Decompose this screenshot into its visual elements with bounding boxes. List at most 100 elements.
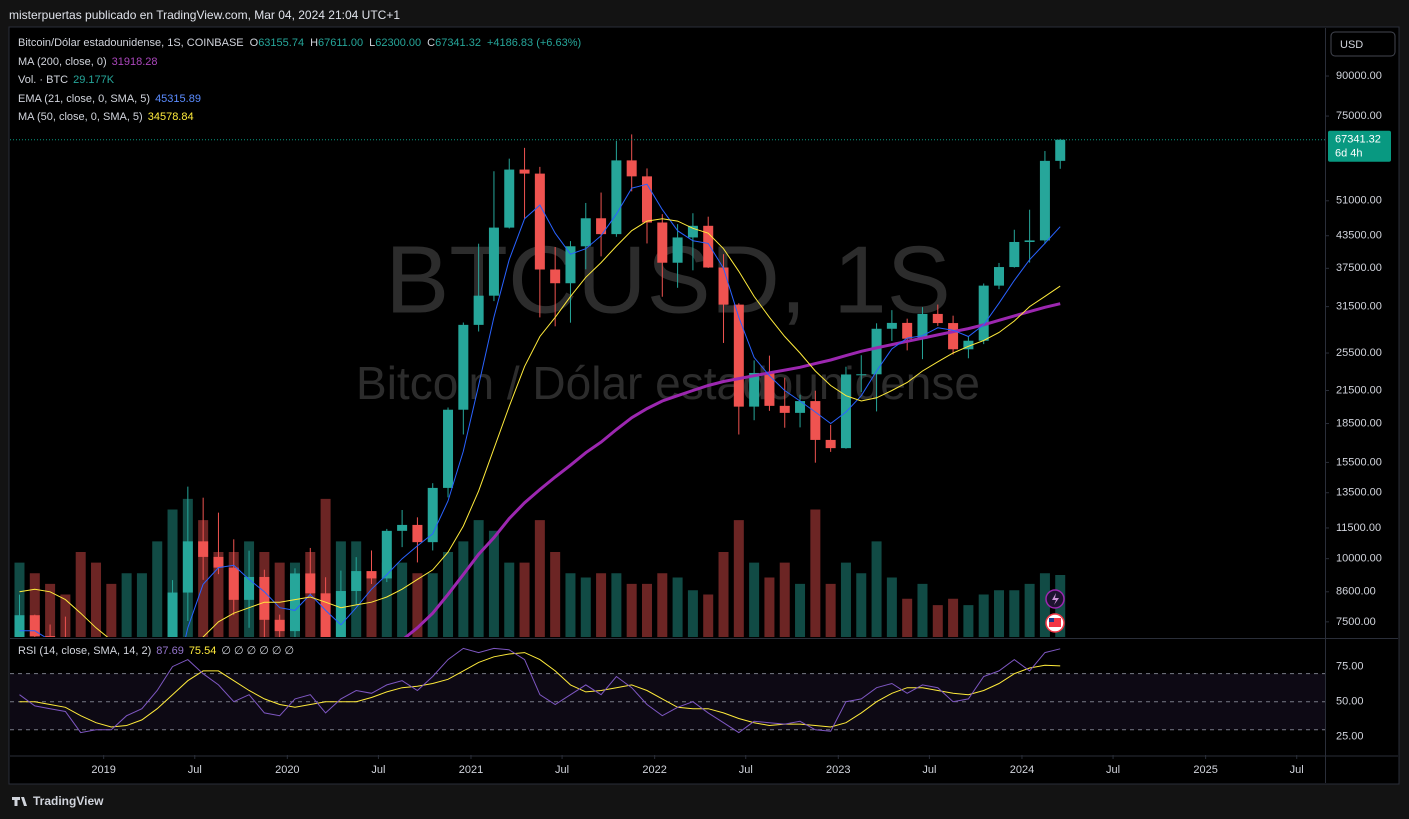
candle-body	[1024, 240, 1035, 242]
ohlc-key: L	[369, 37, 376, 49]
volume-bar	[488, 530, 499, 637]
y-tick-label: 31500.00	[1336, 301, 1382, 313]
volume-bar	[381, 562, 392, 637]
candle-body	[1039, 160, 1050, 241]
candle-body	[228, 567, 239, 600]
x-tick-label: 2025	[1193, 764, 1217, 776]
lightning-glyph	[1052, 593, 1059, 605]
volume-bar	[641, 583, 652, 637]
change: +4186.83 (+6.63%)	[486, 37, 582, 49]
x-tick-label: 2021	[459, 764, 483, 776]
candle-body	[244, 576, 255, 600]
publisher-line: misterpuertas publicado en TradingView.c…	[9, 8, 400, 22]
candle-body	[733, 304, 744, 407]
candle-body	[550, 269, 561, 284]
indicator-line	[19, 218, 1061, 637]
y-tick-label: 75000.00	[1336, 110, 1382, 122]
legend-value: 29.177K	[73, 74, 115, 86]
volume-bar	[504, 562, 515, 637]
volume-bar	[779, 562, 790, 637]
volume-bar	[963, 605, 974, 637]
brand-logo	[12, 797, 27, 806]
volume-bar	[733, 520, 744, 637]
rsi-legend: RSI (14, close, SMA, 14, 2) 87.69 75.54 ∅ ∅…	[18, 644, 299, 657]
candle-body	[917, 313, 928, 339]
y-tick-label: 8600.00	[1336, 586, 1376, 598]
candle-body	[213, 556, 224, 568]
candle-body	[366, 571, 377, 579]
volume-bar	[213, 552, 224, 637]
x-tick-label: 2020	[275, 764, 299, 776]
rsi-tick-label: 25.00	[1336, 731, 1364, 743]
candle-body	[703, 225, 714, 268]
ohlc-key: O	[249, 37, 259, 49]
candle-body	[182, 541, 193, 593]
legend-name: Vol. · BTC	[18, 74, 69, 86]
volume-bar	[810, 509, 821, 637]
watermark: BTCUSD, 1S	[385, 226, 950, 333]
candle-body	[412, 524, 423, 543]
candle-body	[198, 541, 209, 557]
x-tick-label: Jul	[371, 764, 385, 776]
volume-bar	[840, 562, 851, 637]
volume-bar	[121, 573, 132, 637]
last-price-label: 67341.32	[1335, 134, 1381, 146]
legend-value: 31918.28	[111, 55, 158, 68]
ohlc-value: 67341.32	[435, 37, 481, 49]
volume-bar	[871, 541, 882, 637]
volume-bar	[917, 583, 928, 637]
x-tick-label: Jul	[922, 764, 936, 776]
watermark-sub: Bitcoin / Dólar estadounidense	[356, 357, 980, 409]
volume-bar	[657, 573, 668, 637]
volume-bar	[366, 573, 377, 637]
ohlc-value: 67611.00	[318, 37, 364, 49]
volume-bar	[106, 583, 117, 637]
volume-bar	[580, 577, 591, 637]
y-tick-label: 90000.00	[1336, 70, 1382, 82]
x-tick-label: Jul	[1106, 764, 1120, 776]
x-tick-label: Jul	[188, 764, 202, 776]
candle-body	[305, 573, 316, 594]
candle-body	[397, 524, 408, 531]
candle-body	[810, 401, 821, 440]
candle-body	[902, 322, 913, 339]
volume-bar	[565, 573, 576, 637]
rsi-pane	[10, 647, 1325, 734]
currency-label: USD	[1340, 39, 1363, 51]
volume-bar	[60, 594, 71, 637]
indicator-line	[403, 302, 1061, 637]
volume-bar	[397, 562, 408, 637]
y-tick-label: 25500.00	[1336, 347, 1382, 359]
volume-bar	[994, 590, 1005, 637]
candle-body	[795, 401, 806, 413]
candle-body	[596, 218, 607, 235]
candle-body	[473, 295, 484, 325]
volume-bar	[29, 573, 40, 637]
candle-body	[427, 487, 438, 543]
candle-body	[1009, 241, 1020, 268]
price-pane	[10, 134, 1325, 637]
candle-body	[259, 576, 270, 620]
volume-bar	[1024, 583, 1035, 637]
legend-row: MA (50, close, 0, SMA, 5) 34578.84	[18, 108, 581, 127]
volume-bar	[978, 594, 989, 637]
x-tick-label: 2022	[642, 764, 666, 776]
volume-bar	[534, 520, 545, 637]
volume-bar	[764, 577, 775, 637]
rsi-line	[19, 647, 1061, 734]
candle-body	[779, 405, 790, 413]
volume-bar	[932, 605, 943, 637]
volume-bar	[1009, 590, 1020, 637]
candle-body	[886, 322, 897, 329]
y-tick-label: 7500.00	[1336, 616, 1376, 628]
currency-button[interactable]	[1330, 31, 1396, 57]
y-tick-label: 11500.00	[1336, 522, 1381, 534]
legend-name: EMA (21, close, 0, SMA, 5)	[18, 92, 151, 105]
x-tick-label: 2019	[91, 764, 115, 776]
candle-body	[825, 439, 836, 449]
legend-row: Vol. · BTC 29.177K	[18, 71, 581, 90]
volume-bar	[320, 498, 331, 637]
x-tick-label: 2023	[826, 764, 850, 776]
volume-bar	[749, 562, 760, 637]
